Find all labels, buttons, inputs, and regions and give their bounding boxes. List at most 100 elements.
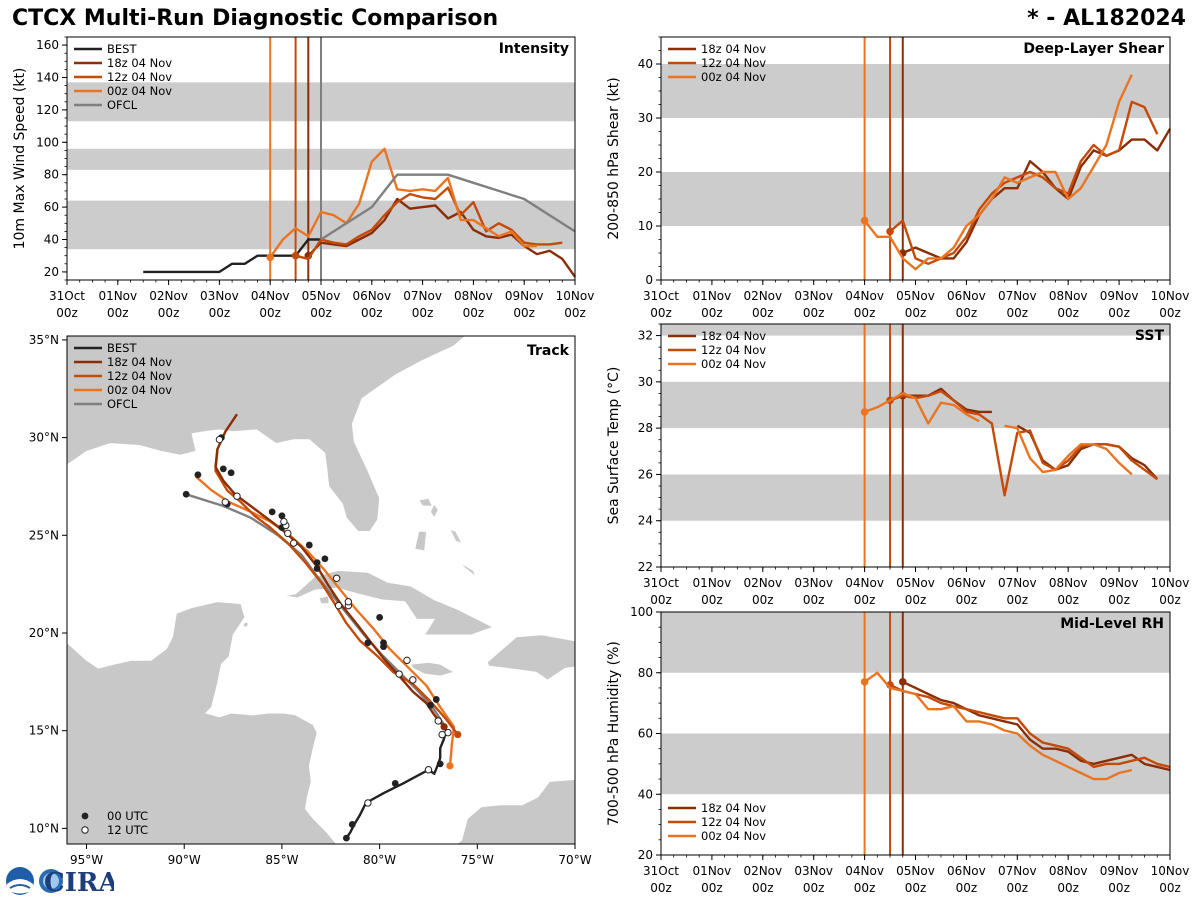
intensity-legend-label: 12z 04 Nov <box>107 70 172 84</box>
shear-series-12z-04-nov <box>889 100 1159 265</box>
sst-ytick-label: 22 <box>638 560 653 574</box>
sst-xtick-label-hour: 00z <box>1007 593 1029 607</box>
sst-xtick-label-hour: 00z <box>956 593 978 607</box>
intensity-xtick-label-hour: 00z <box>412 306 434 320</box>
track-point-12utc <box>280 517 288 526</box>
shear-legend-label: 18z 04 Nov <box>701 42 766 56</box>
track-point-12utc <box>334 601 343 610</box>
sst-xtick-label-date: 06Nov <box>947 576 986 590</box>
track-point-12utc <box>364 799 372 807</box>
sst-xtick-label-hour: 00z <box>1057 593 1079 607</box>
shear-series-18z-04-nov <box>902 128 1172 260</box>
track-xtick-label: 90°W <box>168 853 201 867</box>
intensity-init-point-00z-04-nov <box>266 253 275 262</box>
rh-ytick-label: 100 <box>630 605 653 619</box>
land-north-central-america <box>67 336 575 844</box>
sst-panel-title: SST <box>1135 328 1165 344</box>
sst-xtick-label-date: 07Nov <box>998 576 1037 590</box>
rh-xtick-label-date: 08Nov <box>1049 864 1088 878</box>
intensity-xtick-label-hour: 00z <box>361 306 383 320</box>
shear-xtick-label-hour: 00z <box>1108 306 1130 320</box>
shear-xtick-label-date: 05Nov <box>896 289 935 303</box>
rh-xtick-label-hour: 00z <box>701 881 723 895</box>
track-point-00utc <box>436 760 444 768</box>
rh-ylabel: 700-500 hPa Humidity (%) <box>606 641 622 826</box>
track-legend-label: BEST <box>107 341 137 355</box>
intensity-ytick-label: 80 <box>44 168 59 182</box>
shear-legend-label: 00z 04 Nov <box>701 70 766 84</box>
intensity-series-00z-04-nov <box>269 147 537 258</box>
intensity-legend-label: OFCL <box>107 98 138 112</box>
rh-xtick-label-date: 04Nov <box>845 864 884 878</box>
track-point-12utc <box>332 574 341 582</box>
intensity-panel: 20 40 60 80 100 120 140 160 31Oct 00z 01Nov 00z 02No… <box>12 36 594 320</box>
storm-id: * - AL182024 <box>1027 6 1186 31</box>
rh-xtick-label-hour: 00z <box>905 881 927 895</box>
rh-xtick-label-hour: 00z <box>752 881 774 895</box>
shear-ylabel: 200-850 hPa Shear (kt) <box>606 77 622 239</box>
shear-series-00z-04-nov <box>863 74 1133 271</box>
track-xtick-label: 75°W <box>461 853 494 867</box>
page-title: CTCX Multi-Run Diagnostic Comparison <box>12 6 499 31</box>
track-ytick-label: 35°N <box>29 333 59 347</box>
intensity-xtick-label-hour: 00z <box>463 306 485 320</box>
rh-xtick-label-date: 07Nov <box>998 864 1037 878</box>
track-point-12utc <box>215 435 224 444</box>
track-point-00utc <box>227 469 235 477</box>
intensity-xtick-label-date: 31Oct <box>49 289 85 303</box>
intensity-xtick-label-date: 03Nov <box>200 289 239 303</box>
track-legend-label: 12z 04 Nov <box>107 369 172 383</box>
shear-xtick-label-date: 04Nov <box>845 289 884 303</box>
rh-ytick-label: 20 <box>638 848 653 862</box>
sst-xtick-label-hour: 00z <box>701 593 723 607</box>
track-point-12utc <box>424 766 433 774</box>
intensity-legend-label: 18z 04 Nov <box>107 56 172 70</box>
shear-ytick-label: 10 <box>638 219 653 233</box>
sst-series-00z-04-nov <box>864 392 1133 476</box>
track-point-00utc <box>321 555 329 563</box>
rh-xtick-label-hour: 00z <box>1108 881 1130 895</box>
track-xtick-label: 80°W <box>363 853 396 867</box>
rh-panel-title: Mid-Level RH <box>1060 616 1164 632</box>
sst-xtick-label-hour: 00z <box>1159 593 1181 607</box>
shear-xtick-label-date: 07Nov <box>998 289 1037 303</box>
track-panel: 95°W 90°W 85°W 80°W 75°W 70°W 10°N 15°N 20°N 25°N… <box>29 333 592 867</box>
rh-xtick-label-date: 03Nov <box>794 864 833 878</box>
intensity-xtick-label-date: 04Nov <box>251 289 290 303</box>
land-isla-juventud <box>318 595 330 605</box>
intensity-legend-label: 00z 04 Nov <box>107 84 172 98</box>
sst-xtick-label-hour: 00z <box>905 593 927 607</box>
rh-legend-label: 12z 04 Nov <box>701 815 766 829</box>
track-point-00utc <box>343 834 350 842</box>
intensity-series-12z-04-nov <box>295 186 563 261</box>
track-xtick-label: 95°W <box>70 853 103 867</box>
sst-ytick-label: 28 <box>638 421 653 435</box>
shear-xtick-label-date: 08Nov <box>1049 289 1088 303</box>
track-point-00utc <box>376 613 384 621</box>
track-point-00utc <box>194 471 202 479</box>
land-cozumel <box>242 621 250 628</box>
sst-legend-label: 12z 04 Nov <box>701 343 766 357</box>
track-init-point-12z-04-nov <box>454 730 462 739</box>
track-marker-legend-label: 00 UTC <box>107 809 148 823</box>
shear-threshold-band <box>661 172 1170 226</box>
rh-init-point-18z-04-nov <box>898 678 907 686</box>
shear-init-point-12z-04-nov <box>886 227 894 236</box>
rh-legend-label: 18z 04 Nov <box>701 801 766 815</box>
track-ytick-label: 30°N <box>29 431 59 445</box>
rh-xtick-label-hour: 00z <box>1007 881 1029 895</box>
track-point-00utc <box>313 565 321 572</box>
rh-series-00z-04-nov <box>863 671 1133 781</box>
rh-threshold-band <box>661 612 1170 673</box>
land-jamaica <box>410 661 455 677</box>
intensity-xtick-label-date: 08Nov <box>454 289 493 303</box>
track-ytick-label: 10°N <box>29 821 59 835</box>
rh-series-18z-04-nov <box>902 680 1171 772</box>
track-point-00utc <box>427 701 434 709</box>
sst-xtick-label-date: 08Nov <box>1049 576 1088 590</box>
track-frame <box>66 335 576 845</box>
sst-xtick-label-hour: 00z <box>854 593 876 607</box>
intensity-series-best <box>143 238 321 274</box>
shear-xtick-label-hour: 00z <box>905 306 927 320</box>
track-point-12utc <box>403 656 411 665</box>
